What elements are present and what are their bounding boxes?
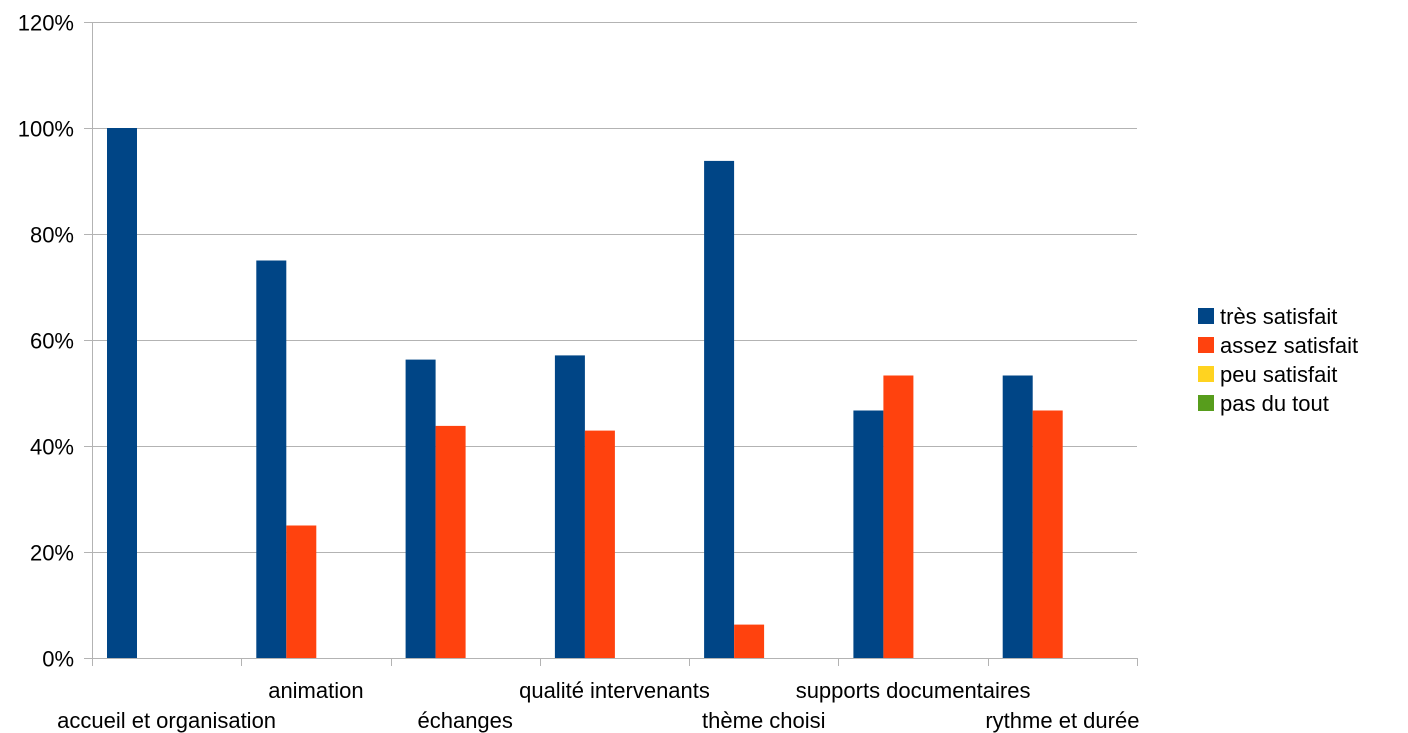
bar — [584, 430, 615, 658]
y-tick-label: 100% — [18, 117, 74, 142]
y-tick-label: 40% — [30, 435, 74, 460]
x-axis-ticks: accueil et organisation animation échanges… — [57, 678, 1139, 733]
legend-swatch — [1198, 337, 1214, 353]
legend-label: très satisfait — [1220, 304, 1337, 329]
x-tick-label: échanges — [417, 708, 512, 733]
bar — [256, 260, 287, 658]
bar — [435, 425, 466, 658]
legend: très satisfait assez satisfait peu satisfa… — [1198, 304, 1358, 416]
axes — [92, 22, 1138, 666]
bar — [1032, 410, 1063, 658]
legend-label: assez satisfait — [1220, 333, 1358, 358]
legend-swatch — [1198, 366, 1214, 382]
bar — [554, 355, 585, 658]
y-tick-label: 60% — [30, 329, 74, 354]
bar — [405, 359, 436, 658]
x-tick-label: supports documentaires — [796, 678, 1031, 703]
x-tick-label: qualité intervenants — [519, 678, 710, 703]
bar — [704, 160, 735, 658]
legend-swatch — [1198, 395, 1214, 411]
y-tick-label: 120% — [18, 11, 74, 36]
bar — [734, 624, 765, 658]
bars — [107, 128, 1063, 658]
bar — [1002, 375, 1033, 658]
legend-swatch — [1198, 308, 1214, 324]
y-tick-label: 80% — [30, 223, 74, 248]
legend-label: pas du tout — [1220, 391, 1329, 416]
legend-label: peu satisfait — [1220, 362, 1337, 387]
x-tick-label: rythme et durée — [985, 708, 1139, 733]
x-tick-label: accueil et organisation — [57, 708, 276, 733]
y-axis-ticks: 0% 20% 40% 60% 80% 100% 120% — [18, 11, 74, 672]
bar — [107, 128, 137, 658]
y-tick-label: 20% — [30, 541, 74, 566]
bar — [286, 525, 317, 658]
x-tick-label: thème choisi — [702, 708, 826, 733]
x-tick-label: animation — [268, 678, 363, 703]
y-tick-label: 0% — [42, 647, 74, 672]
bar — [883, 375, 914, 658]
bar — [853, 410, 884, 658]
